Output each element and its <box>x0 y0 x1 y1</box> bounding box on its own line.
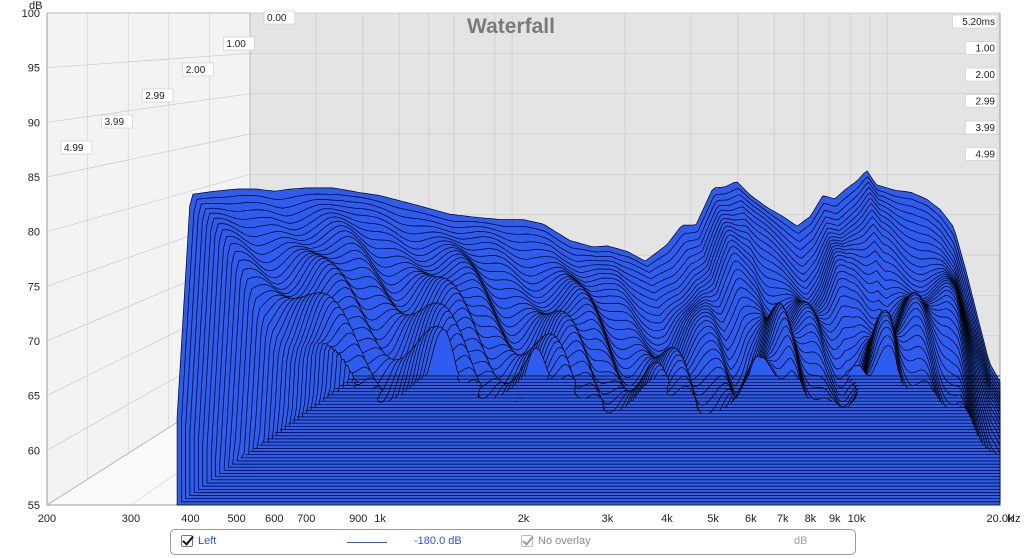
legend-line-swatch <box>347 542 387 543</box>
x-tick-label: 3k <box>602 513 614 525</box>
y-tick-label: 75 <box>28 281 40 293</box>
svg-text:1.00: 1.00 <box>226 39 246 50</box>
time-label-right: 3.99 <box>965 120 998 135</box>
y-unit-label: dB <box>29 0 42 12</box>
legend-channel-label: Left <box>198 535 217 547</box>
x-tick-label: 8k <box>805 513 817 525</box>
svg-text:0.00: 0.00 <box>267 13 287 24</box>
x-tick-label: 6k <box>745 513 757 525</box>
time-label-right: 5.20ms <box>952 14 998 29</box>
svg-text:4.99: 4.99 <box>64 143 84 154</box>
y-tick-label: 60 <box>28 445 40 457</box>
y-tick-label: 85 <box>28 172 40 184</box>
x-tick-label: 10k <box>848 513 866 525</box>
svg-text:2.99: 2.99 <box>976 97 996 108</box>
x-tick-label: 400 <box>181 513 199 525</box>
time-label-left: 3.99 <box>101 114 133 129</box>
y-tick-label: 70 <box>28 336 40 348</box>
svg-text:1.00: 1.00 <box>976 44 996 55</box>
svg-text:2.00: 2.00 <box>976 70 996 81</box>
overlay-toggle[interactable]: No overlay <box>521 535 591 547</box>
left-checkbox[interactable] <box>181 535 193 547</box>
x-tick-label: 7k <box>777 513 789 525</box>
svg-text:3.99: 3.99 <box>976 123 996 134</box>
svg-text:2.00: 2.00 <box>186 65 206 76</box>
time-label-left: 0.00 <box>263 10 296 25</box>
time-label-right: 1.00 <box>965 41 998 55</box>
x-tick-label: 200 <box>38 513 56 525</box>
waterfall-chart: 100 95 90 85 80 75 70 65 60 55 200 300 400 500 600 700 9… <box>22 0 1021 525</box>
legend-line-value: -180.0 dB <box>414 535 462 547</box>
y-tick-label: 100 <box>22 8 40 20</box>
y-tick-label: 55 <box>28 500 40 512</box>
overlay-unit: dB <box>794 535 808 547</box>
svg-text:2.99: 2.99 <box>145 91 165 102</box>
time-label-left: 1.00 <box>223 36 255 51</box>
time-label-left: 2.99 <box>141 88 174 103</box>
time-label-right: 2.99 <box>965 94 998 108</box>
time-label-right: 2.00 <box>965 67 998 82</box>
x-tick-label: 500 <box>227 513 245 525</box>
time-label-left: 2.00 <box>182 62 214 77</box>
y-tick-label: 95 <box>28 63 40 75</box>
waterfall-slice <box>352 328 1000 377</box>
legend-left-toggle[interactable]: Left <box>181 535 216 547</box>
x-tick-label: 600 <box>265 513 283 525</box>
x-tick-label: 9k <box>829 513 841 525</box>
overlay-checkbox[interactable] <box>521 535 533 547</box>
chart-title: Waterfall <box>467 15 555 38</box>
time-label-right: 4.99 <box>965 147 998 161</box>
time-label-left: 4.99 <box>60 140 93 155</box>
x-tick-label: 20.0k <box>987 513 1014 525</box>
x-tick-label: 900 <box>349 513 367 525</box>
y-tick-label: 65 <box>28 391 40 403</box>
legend-bar: Left -180.0 dB No overlay dB <box>170 529 856 555</box>
x-tick-label: 5k <box>707 513 719 525</box>
svg-text:5.20ms: 5.20ms <box>962 17 995 28</box>
x-tick-label: 1k <box>374 513 386 525</box>
x-tick-label: 4k <box>661 513 673 525</box>
y-tick-label: 90 <box>28 117 40 129</box>
x-tick-label: 2k <box>518 513 530 525</box>
svg-text:3.99: 3.99 <box>105 117 125 128</box>
y-tick-label: 80 <box>28 227 40 239</box>
overlay-label: No overlay <box>538 535 591 547</box>
x-tick-label: 300 <box>122 513 140 525</box>
svg-text:4.99: 4.99 <box>976 150 996 161</box>
x-tick-label: 700 <box>297 513 315 525</box>
x-unit-label: Hz <box>1007 513 1020 525</box>
waterfall-slices <box>176 170 1001 506</box>
